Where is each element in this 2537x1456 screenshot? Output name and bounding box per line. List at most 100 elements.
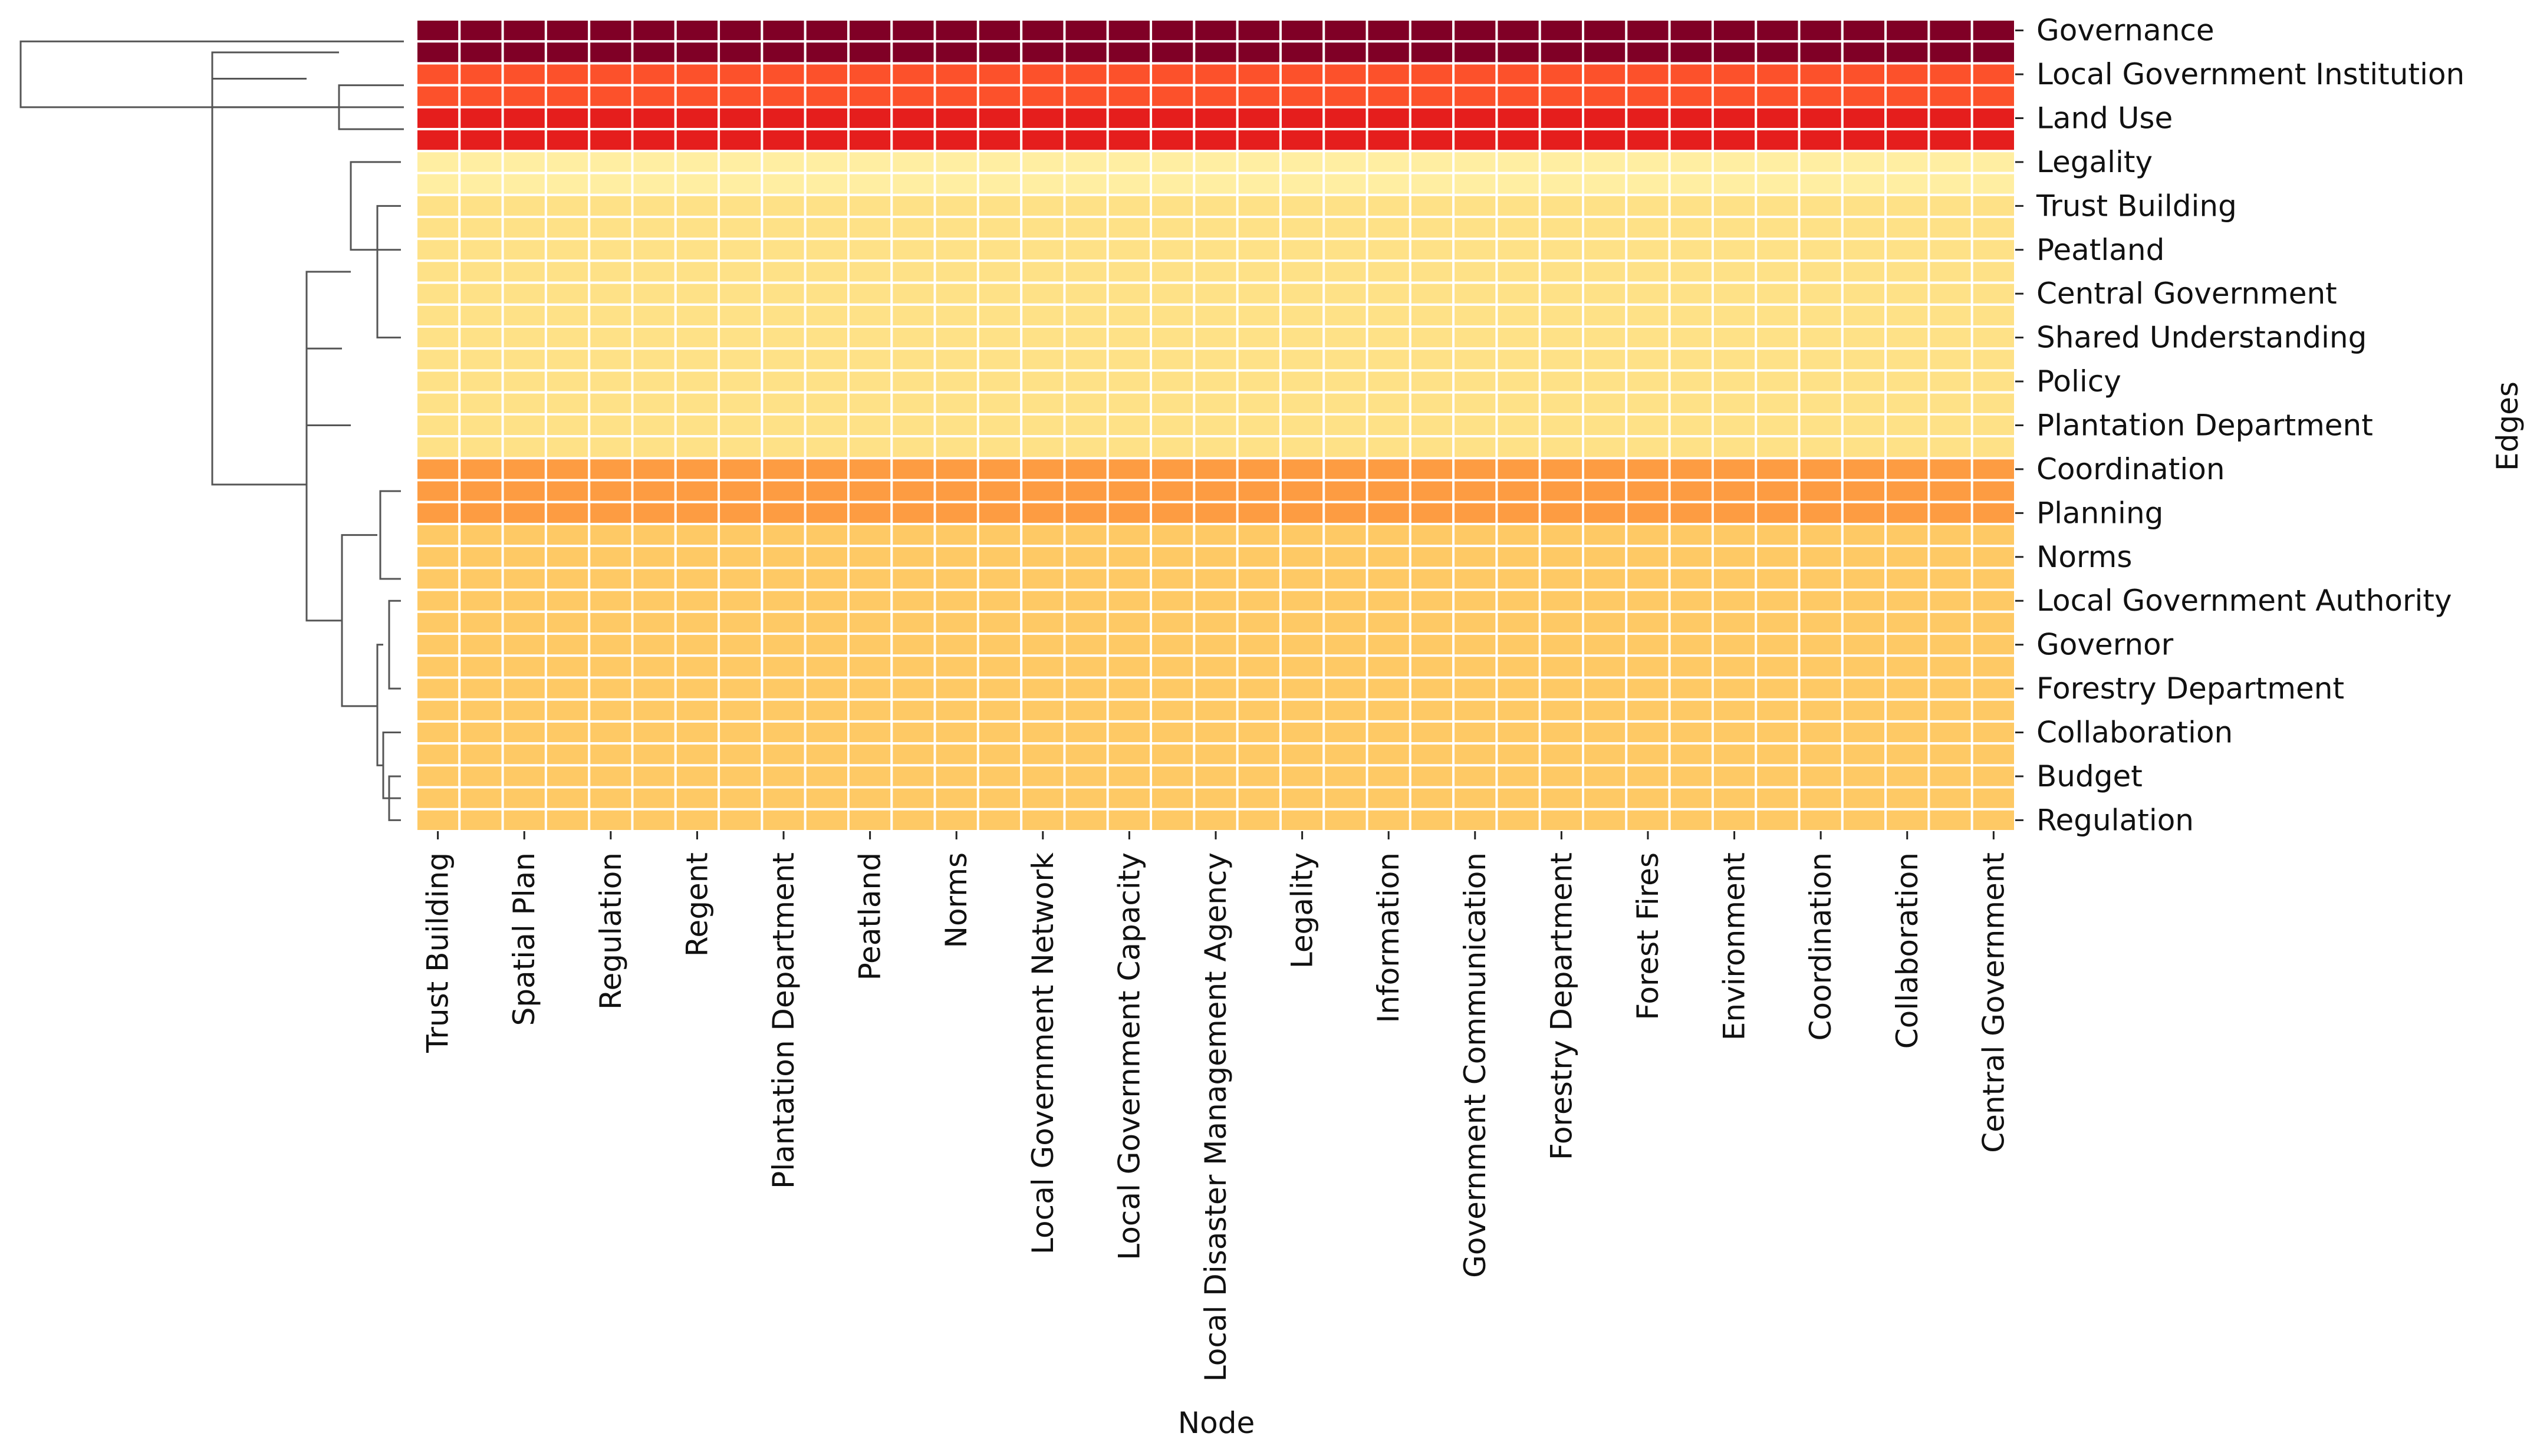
y-tick-label: Collaboration [2036,716,2233,750]
heatmap-cell [1668,128,1714,153]
heatmap-cell [544,545,591,569]
heatmap-cell [1193,545,1239,569]
heatmap-cell [1841,654,1887,679]
heatmap-cell [1582,303,1628,328]
heatmap-cell [1452,347,1498,372]
heatmap-cell [1841,764,1887,789]
heatmap-cell [1755,698,1801,723]
heatmap-cell [1020,676,1066,701]
heatmap-cell [1755,500,1801,525]
heatmap-cell [588,522,634,548]
heatmap-cell [933,500,979,525]
heatmap-cell [1236,18,1282,43]
heatmap-cell [1582,369,1628,394]
heatmap-cell [1538,522,1585,548]
heatmap-cell [890,150,936,174]
heatmap-cell [415,457,461,482]
y-tick-label: Governance [2036,14,2214,48]
heatmap-cell [1798,522,1844,548]
heatmap-cell [1884,522,1930,548]
heatmap-cell [588,786,634,811]
heatmap-cell [1711,106,1758,131]
heatmap-cell [1538,391,1585,416]
heatmap-cell [1150,303,1196,328]
heatmap-cell [1841,742,1887,767]
heatmap-cell [1755,150,1801,174]
heatmap-cell [1625,654,1671,679]
heatmap-cell [501,457,547,482]
heatmap-cell [1452,588,1498,613]
heatmap-cell [847,84,893,108]
heatmap-cell [1798,413,1844,438]
heatmap-cell [1668,654,1714,679]
heatmap-cell [1495,413,1541,438]
heatmap-cell [588,303,634,328]
heatmap-cell [761,172,807,196]
heatmap-cell [1538,676,1585,701]
heatmap-cell [1193,610,1239,635]
heatmap-cell [1193,500,1239,525]
heatmap-cell [1927,215,1973,241]
heatmap-cell [1711,720,1758,745]
heatmap-cell [890,676,936,701]
heatmap-cell [1063,18,1109,43]
heatmap-cell [1927,566,1973,591]
heatmap-cell [1452,742,1498,767]
heatmap-cell [501,281,547,306]
heatmap-cell [1236,479,1282,503]
heatmap-cell [1798,238,1844,262]
heatmap-cell [718,303,764,328]
heatmap-cell [588,238,634,262]
heatmap-cell [1927,347,1973,372]
heatmap-cell [1927,654,1973,679]
heatmap-cell [890,325,936,350]
heatmap-cell [1841,259,1887,284]
heatmap-cell [1063,106,1109,131]
heatmap-cell [1582,238,1628,262]
heatmap-cell [1927,720,1973,745]
heatmap-cell [976,500,1023,525]
heatmap-cell [1409,238,1455,262]
heatmap-cell [1755,435,1801,460]
heatmap-cell [804,720,850,745]
heatmap-cell [1495,238,1541,262]
heatmap-cell [1322,808,1368,833]
heatmap-cell [1409,764,1455,789]
heatmap-cell [1755,633,1801,657]
heatmap-cell [847,413,893,438]
heatmap-cell [1150,720,1196,745]
heatmap-cell [1150,18,1196,43]
heatmap-cell [1970,238,2016,262]
heatmap-cell [976,62,1023,87]
x-tick-label: Regent [680,852,714,957]
heatmap-cell [1322,150,1368,174]
heatmap-cell [1755,62,1801,87]
heatmap-cell [1668,150,1714,174]
heatmap-cell [1106,457,1153,482]
heatmap-cell [1150,522,1196,548]
heatmap-cell [1927,391,1973,416]
heatmap-cell [1625,588,1671,613]
heatmap-cell [890,347,936,372]
heatmap-cell [1711,62,1758,87]
heatmap-cell [1755,215,1801,241]
heatmap-cell [588,369,634,394]
heatmap-cell [718,479,764,503]
heatmap-cell [631,808,677,833]
heatmap-cell [1538,150,1585,174]
heatmap-cell [847,808,893,833]
y-tick-label: Policy [2036,364,2121,398]
heatmap-cell [415,106,461,131]
heatmap-cell [1193,369,1239,394]
heatmap-cell [1150,500,1196,525]
heatmap-cell [1538,215,1585,241]
heatmap-cell [976,698,1023,723]
heatmap-cell [1063,303,1109,328]
heatmap-cell [1279,369,1325,394]
heatmap-cell [1409,172,1455,196]
heatmap-cell [718,786,764,811]
heatmap-cell [890,18,936,43]
heatmap-cell [1106,435,1153,460]
heatmap-cell [1755,654,1801,679]
heatmap-cell [1582,281,1628,306]
